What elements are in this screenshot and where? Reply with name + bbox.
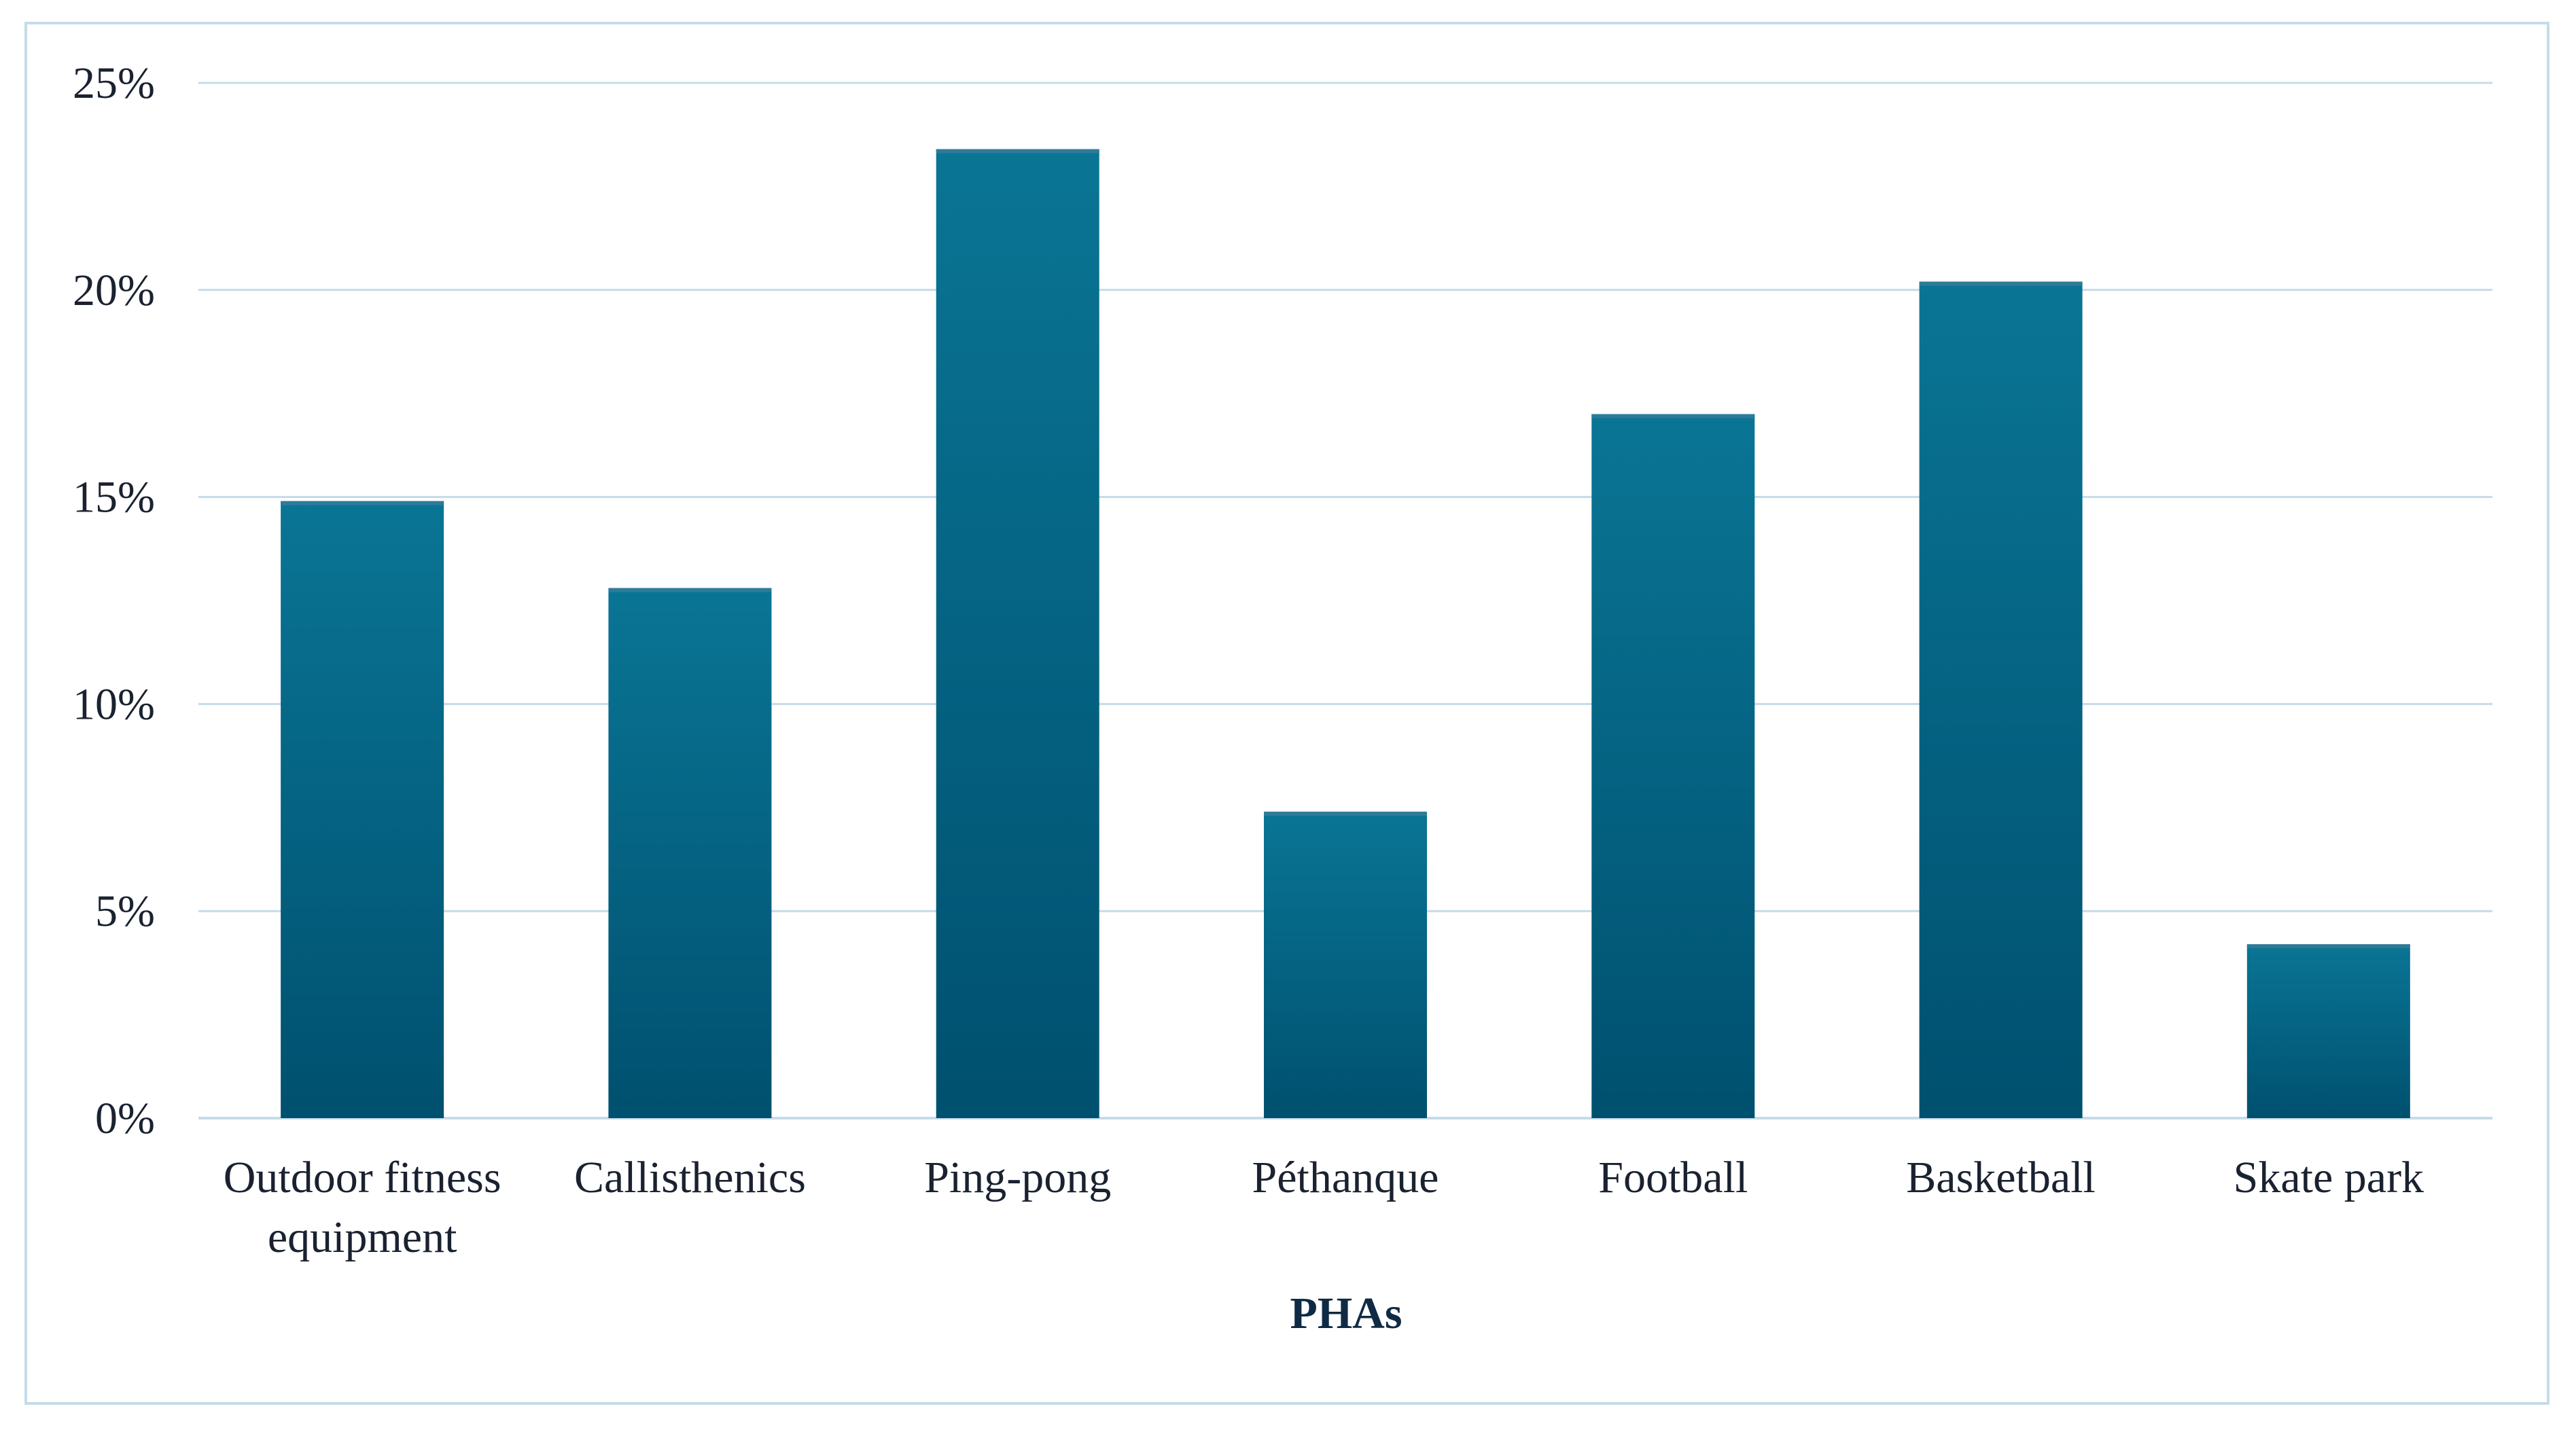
- x-category-label-line: Ping-pong: [924, 1153, 1111, 1202]
- bar: [1591, 414, 1755, 1119]
- bar: [1264, 811, 1427, 1118]
- x-category-label: Ping-pong: [924, 1153, 1111, 1202]
- x-axis-categories: Outdoor fitness equipment Callisthenics Pin…: [224, 1153, 2424, 1262]
- x-category-label-line: equipment: [268, 1213, 457, 1262]
- y-tick-label: 5%: [95, 886, 155, 936]
- x-category-label: Football: [1598, 1153, 1748, 1202]
- bar: [936, 149, 1099, 1118]
- x-category-label: Skate park: [2234, 1153, 2424, 1202]
- x-category-label: Outdoor fitness equipment: [224, 1153, 501, 1262]
- x-category-label-line: Skate park: [2234, 1153, 2424, 1202]
- y-tick-label: 0%: [95, 1094, 155, 1143]
- x-category-label-line: Outdoor fitness: [224, 1153, 501, 1202]
- x-category-label-line: Péthanque: [1252, 1153, 1439, 1202]
- bar: [2246, 944, 2410, 1118]
- bar-cap: [608, 588, 772, 592]
- x-category-label-line: Football: [1598, 1153, 1748, 1202]
- bar-cap: [1264, 811, 1427, 816]
- bar: [281, 501, 444, 1118]
- x-category-label-line: Basketball: [1906, 1153, 2096, 1202]
- y-tick-label: 15%: [73, 473, 155, 522]
- x-category-label: Péthanque: [1252, 1153, 1439, 1202]
- gridlines: [198, 82, 2492, 1119]
- bar-cap: [936, 149, 1099, 154]
- x-category-label: Callisthenics: [574, 1153, 806, 1202]
- y-tick-label: 25%: [73, 58, 155, 108]
- chart-frame: [24, 22, 2549, 1405]
- y-tick-label: 10%: [73, 679, 155, 729]
- y-axis-ticks: 0% 5% 10% 15% 20% 25%: [73, 58, 155, 1143]
- x-category-label: Basketball: [1906, 1153, 2096, 1202]
- bar-cap: [2246, 944, 2410, 948]
- y-tick-label: 20%: [73, 266, 155, 315]
- bar-cap: [1591, 414, 1755, 418]
- x-axis-title: PHAs: [1290, 1289, 1402, 1338]
- bar-cap: [281, 501, 444, 505]
- bar: [1919, 281, 2083, 1118]
- bar: [608, 588, 772, 1118]
- bar-cap: [1919, 281, 2083, 286]
- bars: [281, 149, 2410, 1119]
- x-category-label-line: Callisthenics: [574, 1153, 806, 1202]
